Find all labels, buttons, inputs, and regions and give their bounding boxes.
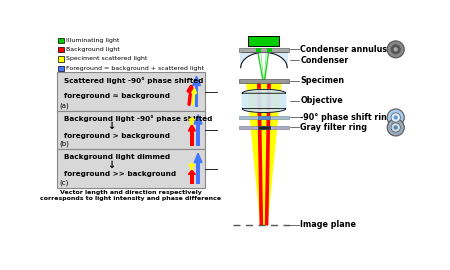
Text: ↓: ↓ xyxy=(108,121,116,131)
Bar xyxy=(57,111,205,149)
Text: Background light: Background light xyxy=(66,47,119,52)
Text: -90° phase shift ring: -90° phase shift ring xyxy=(301,113,393,122)
Text: Speciment scattered light: Speciment scattered light xyxy=(66,56,147,62)
Text: Condenser: Condenser xyxy=(301,56,349,65)
Polygon shape xyxy=(189,170,195,174)
Text: (a): (a) xyxy=(59,102,69,109)
Polygon shape xyxy=(242,89,286,113)
Text: Condenser annulus: Condenser annulus xyxy=(301,45,387,54)
Polygon shape xyxy=(194,115,202,124)
Polygon shape xyxy=(189,163,195,166)
Polygon shape xyxy=(247,82,281,225)
Bar xyxy=(256,48,261,52)
Polygon shape xyxy=(194,153,202,163)
Circle shape xyxy=(387,119,404,136)
Bar xyxy=(239,116,289,119)
Text: (c): (c) xyxy=(59,179,69,186)
Text: Foreground = background + scattered light: Foreground = background + scattered ligh… xyxy=(66,66,203,71)
Bar xyxy=(258,116,270,119)
Polygon shape xyxy=(258,82,262,225)
Bar xyxy=(190,131,194,146)
Polygon shape xyxy=(189,118,195,120)
Bar xyxy=(190,174,194,184)
Bar xyxy=(190,120,194,125)
Bar xyxy=(57,72,205,111)
Text: Gray filter ring: Gray filter ring xyxy=(301,123,367,132)
Bar xyxy=(248,36,279,46)
Bar xyxy=(58,56,64,62)
Bar xyxy=(58,66,64,71)
Text: Vector length and direction respectively
corresponds to light intensity and phas: Vector length and direction respectively… xyxy=(40,190,221,201)
Circle shape xyxy=(387,41,404,58)
Text: Background light -90° phase shifted: Background light -90° phase shifted xyxy=(64,115,212,122)
Circle shape xyxy=(394,115,398,120)
Bar xyxy=(239,79,289,83)
Text: Objective: Objective xyxy=(301,96,343,105)
Circle shape xyxy=(387,109,404,126)
Polygon shape xyxy=(189,125,195,131)
Text: Background light dimmed: Background light dimmed xyxy=(64,154,170,160)
Polygon shape xyxy=(193,76,200,86)
Text: (b): (b) xyxy=(59,141,69,147)
Bar xyxy=(58,47,64,52)
Bar xyxy=(239,48,289,52)
Text: Scattered light -90° phase shifted: Scattered light -90° phase shifted xyxy=(64,77,203,84)
Ellipse shape xyxy=(252,93,275,109)
Text: foreground > background: foreground > background xyxy=(64,133,170,139)
Bar xyxy=(58,38,64,43)
Polygon shape xyxy=(266,82,270,225)
Bar xyxy=(190,166,194,170)
Polygon shape xyxy=(241,52,287,68)
Bar xyxy=(258,126,270,129)
Text: foreground ≈ background: foreground ≈ background xyxy=(64,93,170,99)
Bar xyxy=(267,48,272,52)
Bar xyxy=(196,163,200,184)
Text: Image plane: Image plane xyxy=(301,220,356,230)
Bar xyxy=(194,86,198,107)
Circle shape xyxy=(394,125,398,130)
Text: ↓: ↓ xyxy=(108,160,116,170)
Circle shape xyxy=(394,47,398,52)
Text: foreground >> background: foreground >> background xyxy=(64,171,176,177)
Circle shape xyxy=(391,123,400,132)
Bar xyxy=(196,124,200,146)
Circle shape xyxy=(391,45,400,54)
Text: Specimen: Specimen xyxy=(301,76,345,85)
Circle shape xyxy=(391,113,400,122)
Bar xyxy=(239,126,289,129)
Text: Illuminating light: Illuminating light xyxy=(66,38,119,43)
Bar xyxy=(57,149,205,188)
